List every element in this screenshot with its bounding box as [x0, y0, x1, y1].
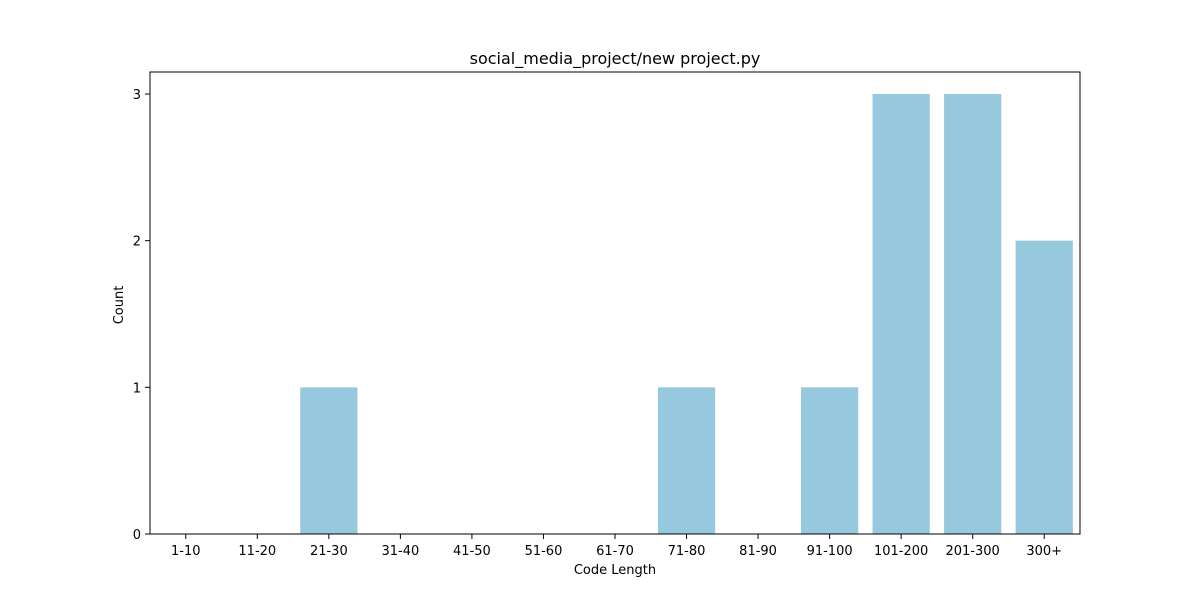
- x-tick-label: 21-30: [310, 544, 348, 559]
- x-tick-label: 11-20: [238, 544, 276, 559]
- x-tick-label: 31-40: [381, 544, 419, 559]
- bar-300+: [1015, 240, 1073, 534]
- plot-frame: [149, 71, 1081, 535]
- x-tick-label: 51-60: [525, 544, 563, 559]
- chart-title: social_media_project/new project.py: [470, 49, 761, 69]
- bars-layer: [300, 94, 1073, 534]
- x-tick-label: 41-50: [453, 544, 491, 559]
- x-tick-label: 81-90: [739, 544, 777, 559]
- bar-91-100: [801, 387, 859, 534]
- x-axis-label: Code Length: [574, 563, 656, 578]
- y-axis-label: Count: [112, 286, 127, 325]
- y-tick-label: 1: [133, 381, 141, 396]
- y-tick-label: 0: [133, 528, 141, 543]
- bar-21-30: [300, 387, 358, 534]
- y-tick-label: 3: [133, 88, 141, 103]
- bar-71-80: [657, 387, 716, 534]
- x-tick-label: 101-200: [874, 544, 928, 559]
- x-tick-label: 1-10: [171, 544, 201, 559]
- x-tick-label: 91-100: [807, 544, 853, 559]
- x-tick-label: 201-300: [946, 544, 1000, 559]
- bar-201-300: [944, 94, 1002, 534]
- x-tick-label: 71-80: [668, 544, 706, 559]
- x-tick-label: 61-70: [596, 544, 634, 559]
- y-tick-label: 2: [133, 235, 141, 250]
- x-tick-label: 300+: [1026, 544, 1062, 559]
- bar-101-200: [872, 94, 930, 534]
- axes-layer: 1-10 11-20 21-30 31-40 41-50 51-60 61-70 71-80 8…: [133, 71, 1081, 559]
